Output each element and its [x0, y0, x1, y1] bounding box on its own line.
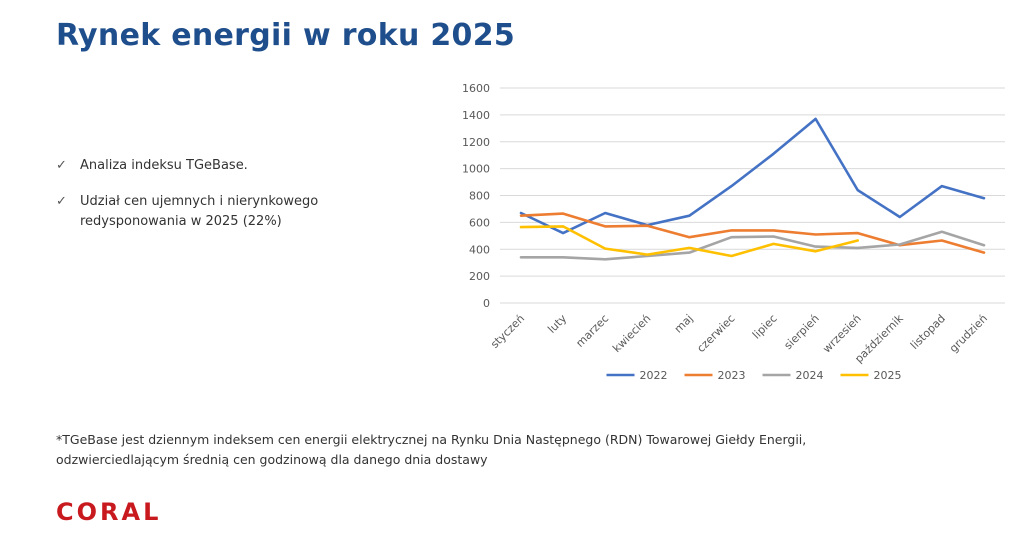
line-chart: 0 200 400 600 800 1000 1200 1400 1600 styczeń luty…: [462, 82, 1005, 382]
x-tick-label: luty: [545, 312, 569, 336]
footnote-line: odzwierciedlającym średnią cen godzinową…: [56, 452, 488, 467]
bullet-item: ✓ Analiza indeksu TGeBase.: [56, 156, 356, 176]
bullet-list: ✓ Analiza indeksu TGeBase. ✓ Udział cen …: [56, 156, 356, 248]
footnote: *TGeBase jest dziennym indeksem cen ener…: [56, 430, 916, 470]
x-tick-label: grudzień: [947, 312, 990, 355]
bullet-text: Analiza indeksu TGeBase.: [80, 158, 248, 173]
x-tick-label: kwiecień: [610, 312, 653, 355]
x-tick-label: marzec: [573, 312, 611, 350]
x-tick-label: maj: [672, 312, 696, 336]
series-line-2024: [519, 230, 986, 261]
x-tick-label: lipiec: [750, 312, 780, 342]
coral-logo: CORAL: [56, 498, 161, 526]
series-line-2025: [519, 225, 860, 258]
y-tick-label: 0: [483, 297, 490, 310]
x-tick-label: styczeń: [488, 312, 527, 351]
logo-text: CORAL: [56, 498, 161, 526]
y-tick-label: 400: [469, 243, 490, 256]
x-tick-label: czerwiec: [694, 312, 737, 355]
x-tick-label: sierpień: [782, 312, 822, 352]
y-tick-label: 600: [469, 216, 490, 229]
x-tick-label: wrzesień: [820, 312, 864, 356]
legend-label: 2025: [874, 369, 902, 382]
bullet-text: Udział cen ujemnych i nierynkowego redys…: [80, 194, 319, 229]
y-tick-label: 800: [469, 190, 490, 203]
legend-label: 2023: [718, 369, 746, 382]
legend-label: 2024: [796, 369, 824, 382]
x-tick-label: listopad: [908, 312, 948, 352]
page-title: Rynek energii w roku 2025: [56, 18, 516, 53]
check-icon: ✓: [56, 194, 67, 209]
y-tick-label: 1000: [462, 163, 490, 176]
footnote-line: *TGeBase jest dziennym indeksem cen ener…: [56, 432, 807, 447]
series-line-2023: [519, 212, 986, 254]
y-tick-label: 1600: [462, 82, 490, 95]
legend-label: 2022: [640, 369, 668, 382]
series-line-2022: [519, 117, 986, 235]
bullet-item: ✓ Udział cen ujemnych i nierynkowego red…: [56, 192, 356, 232]
check-icon: ✓: [56, 158, 67, 173]
y-tick-label: 1200: [462, 136, 490, 149]
y-tick-label: 200: [469, 270, 490, 283]
y-tick-label: 1400: [462, 109, 490, 122]
